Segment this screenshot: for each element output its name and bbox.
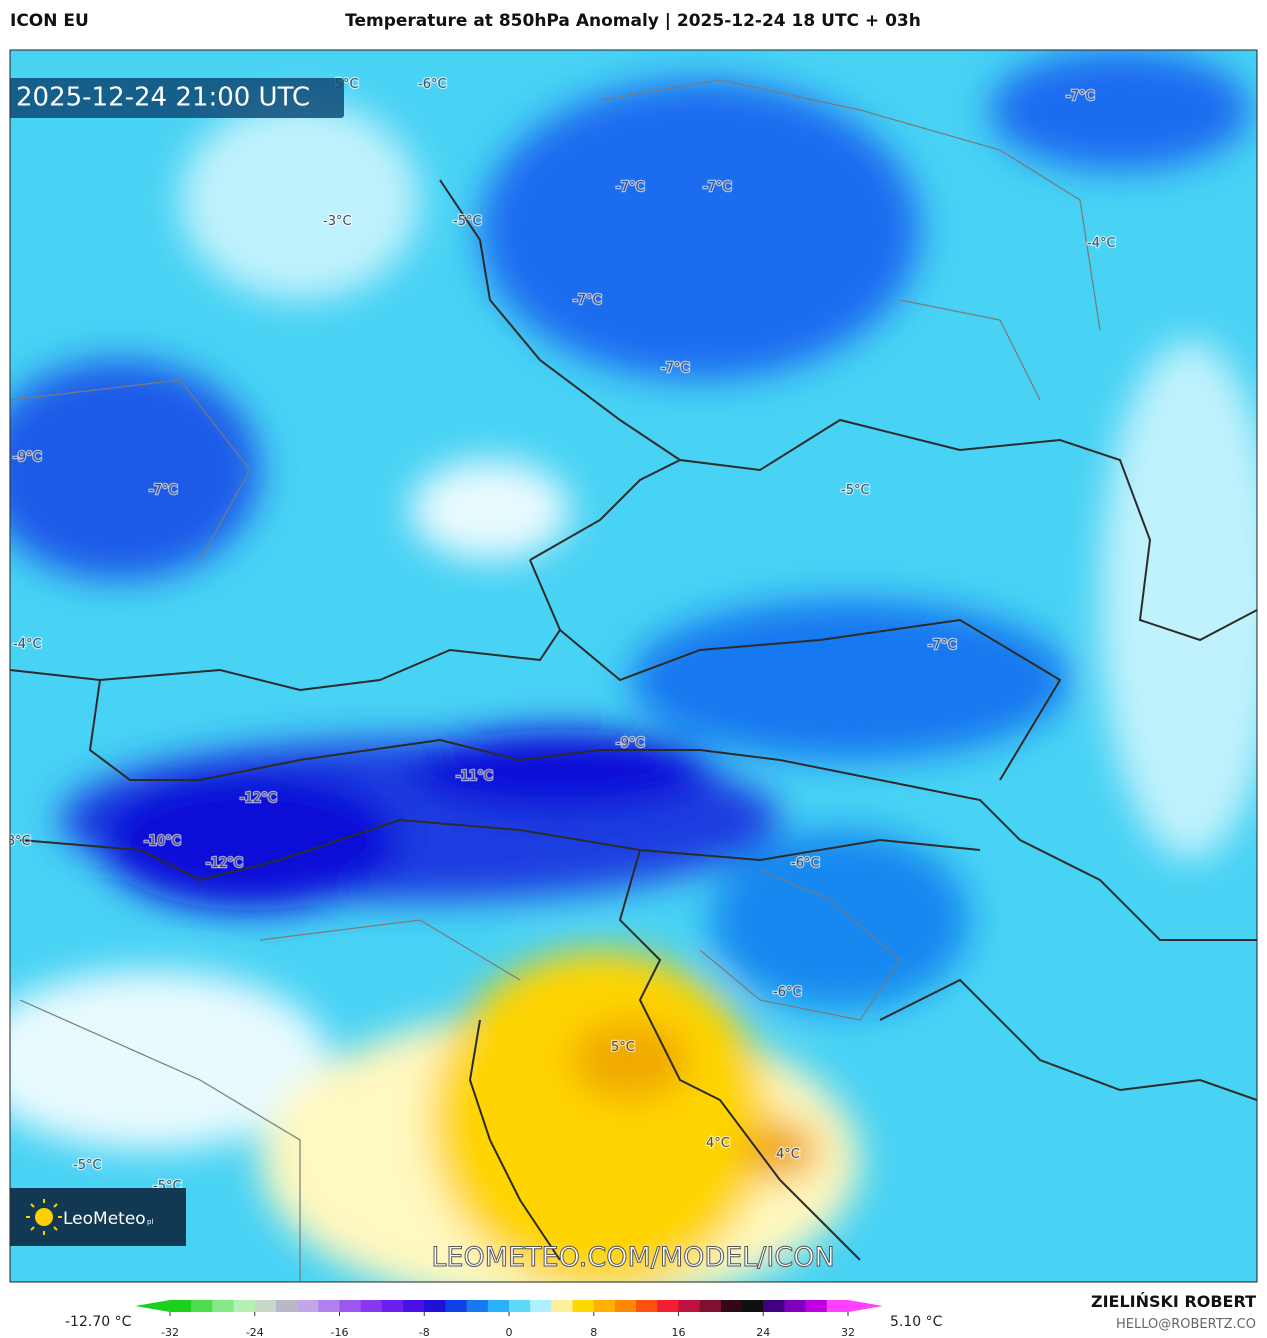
model-name: ICON EU [10, 11, 89, 31]
colorbar-segment [636, 1300, 658, 1312]
colorbar-segment [487, 1300, 510, 1312]
watermark: LEOMETEO.COM/MODEL/ICON [431, 1242, 834, 1273]
contour-label: -10°C [144, 834, 181, 849]
colorbar-segment [530, 1300, 552, 1312]
contour-label: -9°C [13, 450, 42, 465]
colorbar-segment [551, 1300, 574, 1312]
colorbar-arrow [848, 1300, 883, 1312]
colorbar-tick-label: 0 [506, 1326, 513, 1338]
colorbar-segment [445, 1300, 468, 1312]
colorbar-tick-label: -32 [161, 1326, 179, 1338]
colorbar-arrow [135, 1300, 170, 1312]
colorbar-segment [191, 1300, 213, 1312]
colorbar-segment [678, 1300, 701, 1312]
colorbar-segment [254, 1300, 277, 1312]
colorbar-segment [657, 1300, 679, 1312]
colorbar-segment [318, 1300, 340, 1312]
contour-label: -5°C [841, 483, 870, 498]
contour-label: -6°C [418, 77, 447, 92]
contour-label: -5°C [73, 1158, 102, 1173]
title: Temperature at 850hPa Anomaly | 2025-12-… [345, 11, 921, 31]
colorbar-segment [381, 1300, 404, 1312]
contour-label: -12°C [240, 791, 277, 806]
colorbar-segment [170, 1300, 192, 1312]
contact: HELLO@ROBERTZ.CO [1116, 1317, 1256, 1332]
colorbar-tick-label: 32 [841, 1326, 855, 1338]
contour-label: -11°C [456, 769, 493, 784]
contour-label: -7°C [703, 180, 732, 195]
colorbar-segment [826, 1300, 849, 1312]
contour-label: -8°C [2, 834, 31, 849]
colorbar-segment [466, 1300, 489, 1312]
colorbar: -32 -24 -16 -8 0 8 16 24 32 [135, 1300, 883, 1338]
colorbar-tick-label: 8 [590, 1326, 597, 1338]
logo-name: LeoMeteo [63, 1209, 146, 1229]
contour-label: 4°C [776, 1147, 800, 1162]
colorbar-segment [424, 1300, 446, 1312]
contour-label: -12°C [206, 856, 243, 871]
colorbar-segment [509, 1300, 531, 1312]
colorbar-segment [403, 1300, 425, 1312]
colorbar-segment [339, 1300, 362, 1312]
colorbar-min: -12.70 °C [65, 1314, 132, 1330]
colorbar-tick-label: -8 [419, 1326, 430, 1338]
contour-label: 4°C [706, 1136, 730, 1151]
colorbar-segment [297, 1300, 319, 1312]
contour-label: -6°C [773, 985, 802, 1000]
colorbar-tick-label: -24 [246, 1326, 264, 1338]
colorbar-segment [233, 1300, 256, 1312]
timestamp: 2025-12-24 21:00 UTC [16, 83, 310, 113]
colorbar-segment [572, 1300, 595, 1312]
colorbar-tick-label: 24 [756, 1326, 770, 1338]
contour-label: -7°C [616, 180, 645, 195]
colorbar-segment [720, 1300, 743, 1312]
colorbar-segment [784, 1300, 807, 1312]
colorbar-segment [763, 1300, 785, 1312]
colorbar-segment [360, 1300, 383, 1312]
contour-label: -4°C [13, 637, 42, 652]
contour-label: -7°C [1066, 89, 1095, 104]
contour-label: -7°C [661, 361, 690, 376]
contour-label: 5°C [611, 1040, 635, 1055]
contour-label: -3°C [323, 214, 352, 229]
colorbar-tick-label: 16 [672, 1326, 686, 1338]
contour-label: -4°C [1087, 236, 1116, 251]
author: ZIELIŃSKI ROBERT [1091, 1292, 1256, 1311]
contour-label: -5°C [453, 214, 482, 229]
colorbar-segment [614, 1300, 637, 1312]
colorbar-segment [212, 1300, 235, 1312]
colorbar-segment [805, 1300, 828, 1312]
contour-label: -6°C [791, 856, 820, 871]
colorbar-segment [742, 1300, 764, 1312]
colorbar-segment [275, 1300, 298, 1312]
logo-suffix: pl [147, 1218, 153, 1226]
contour-label: -7°C [928, 638, 957, 653]
colorbar-segment [593, 1300, 616, 1312]
contour-label: -7°C [149, 483, 178, 498]
colorbar-tick-label: -16 [331, 1326, 349, 1338]
contour-label: -9°C [616, 736, 645, 751]
colorbar-max: 5.10 °C [890, 1314, 943, 1330]
map: -5°C -6°C -7°C -7°C -7°C -3°C -5°C -4°C -7°C -7°C… [2, 50, 1257, 1282]
contour-label: -7°C [573, 293, 602, 308]
colorbar-segment [699, 1300, 722, 1312]
